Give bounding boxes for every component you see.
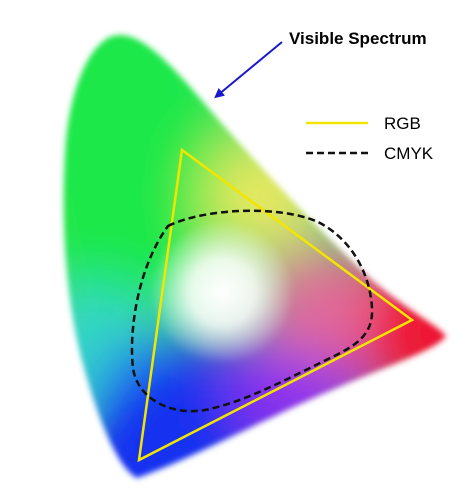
cmyk-gamut-outline <box>130 209 374 413</box>
legend-label-rgb: RGB <box>384 114 421 133</box>
rgb-gamut-triangle <box>137 147 415 463</box>
legend: RGB CMYK <box>306 114 434 163</box>
visible-spectrum-label: Visible Spectrum <box>289 29 427 48</box>
annotation-arrow <box>214 41 283 99</box>
legend-label-cmyk: CMYK <box>384 144 434 163</box>
